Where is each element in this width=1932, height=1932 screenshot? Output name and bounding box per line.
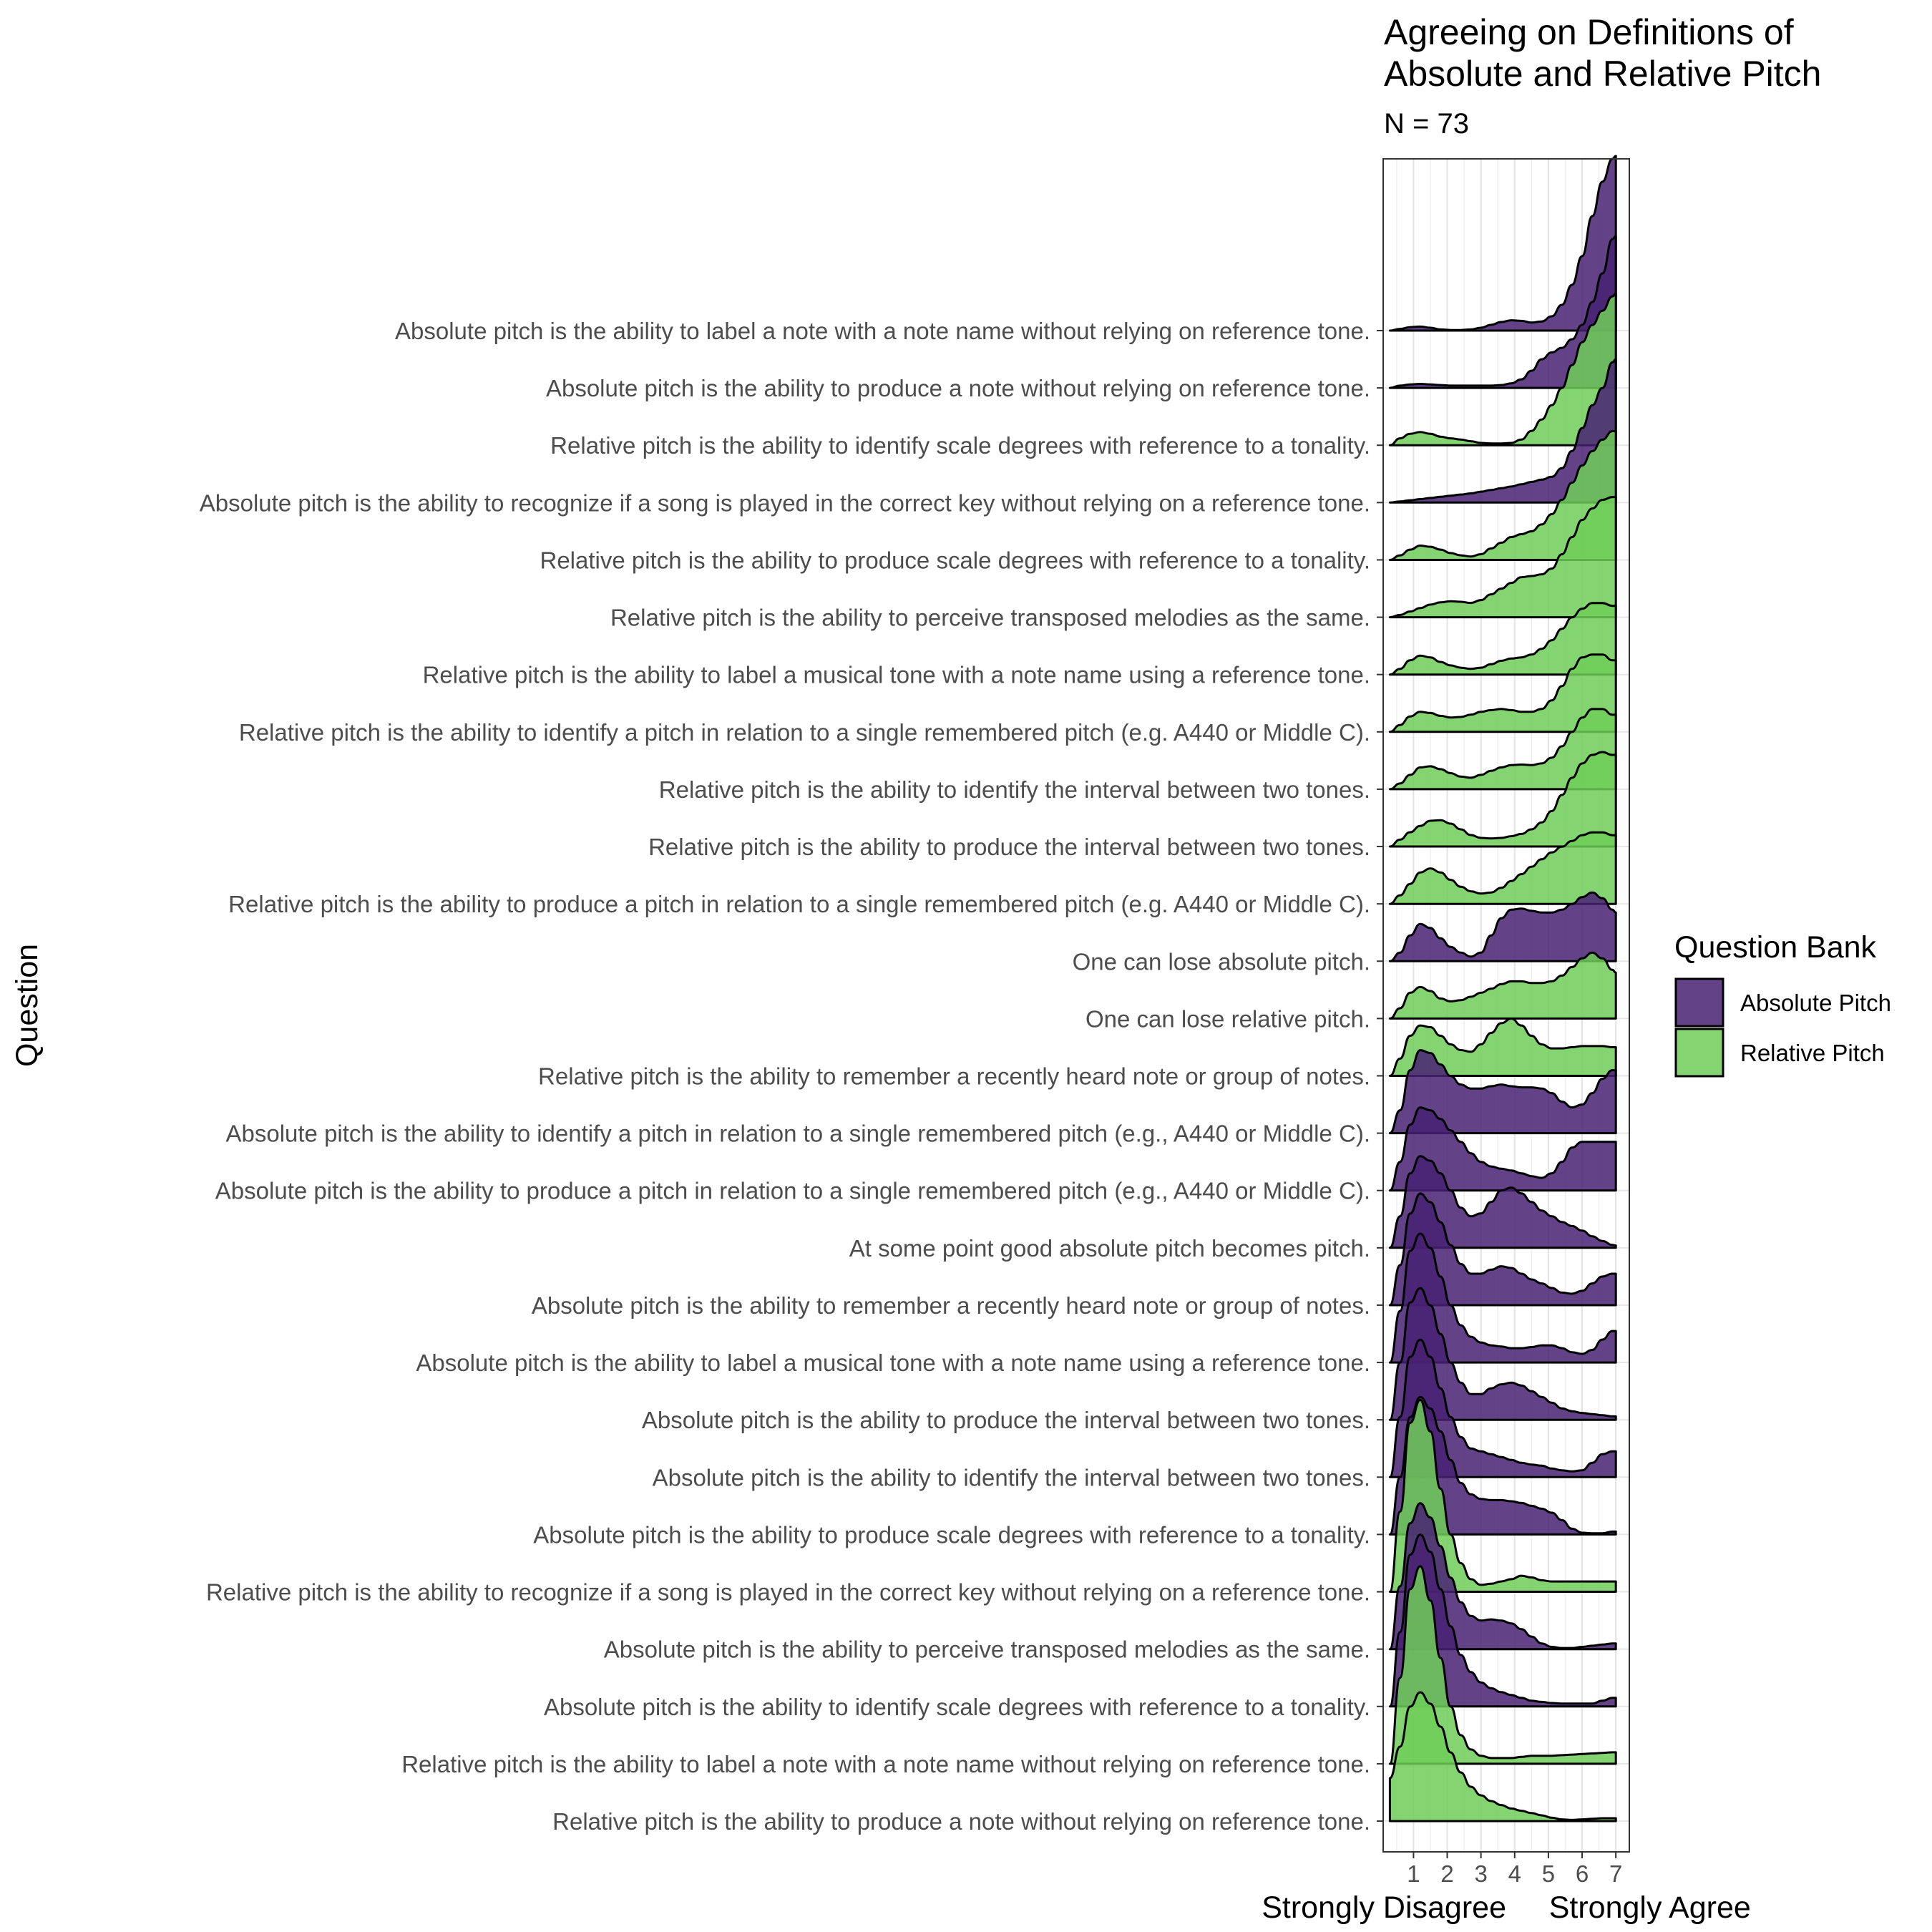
question-label: Absolute pitch is the ability to identif… (225, 1121, 1370, 1147)
question-label: One can lose absolute pitch. (1073, 948, 1370, 975)
question-label: Absolute pitch is the ability to produce… (546, 375, 1370, 401)
density-ridge (1388, 235, 1617, 389)
legend-key-absolute-pitch (1674, 977, 1724, 1028)
question-label: Relative pitch is the ability to label a… (401, 1751, 1370, 1777)
density-ridge (1388, 496, 1617, 619)
density-ridge (1388, 602, 1617, 676)
question-label: Relative pitch is the ability to produce… (228, 891, 1370, 917)
chart-title-line-2: Absolute and Relative Pitch (1384, 54, 1821, 94)
chart-title-line-1: Agreeing on Definitions of (1384, 12, 1794, 52)
x-tick-label: 6 (1576, 1860, 1589, 1887)
x-tick-label: 5 (1542, 1860, 1555, 1887)
density-ridge (1388, 1232, 1617, 1364)
density-ridge (1388, 831, 1617, 905)
question-label: Absolute pitch is the ability to produce… (215, 1178, 1370, 1204)
question-label: Relative pitch is the ability to produce… (552, 1808, 1370, 1835)
legend: Question Bank Absolute Pitch Relative Pi… (1674, 930, 1891, 1078)
legend-label-absolute-pitch: Absolute Pitch (1740, 990, 1891, 1016)
x-tick-label: 4 (1508, 1860, 1521, 1887)
density-ridge (1388, 1691, 1617, 1823)
density-ridge (1388, 1106, 1617, 1192)
question-label: Absolute pitch is the ability to identif… (653, 1464, 1370, 1491)
question-label: Relative pitch is the ability to recogni… (206, 1579, 1370, 1606)
density-ridge (1388, 430, 1617, 561)
question-label: Relative pitch is the ability to produce… (540, 547, 1370, 574)
density-ridge (1388, 1395, 1617, 1536)
x-tick-label: 1 (1407, 1860, 1420, 1887)
density-ridge (1388, 1049, 1617, 1135)
question-label: Relative pitch is the ability to remembe… (538, 1063, 1370, 1090)
x-axis-title: Strongly Disagree Strongly Agree (1262, 1890, 1751, 1925)
density-ridge (1388, 653, 1617, 733)
legend-key-relative-pitch (1674, 1028, 1724, 1078)
density-ridge (1388, 1338, 1617, 1478)
density-ridges (1388, 155, 1617, 1823)
density-ridge (1388, 1155, 1617, 1249)
question-label: Absolute pitch is the ability to produce… (533, 1521, 1370, 1548)
panel-border (1382, 158, 1630, 1853)
density-ridge (1388, 751, 1617, 848)
x-tick-label: 3 (1474, 1860, 1487, 1887)
question-label: Absolute pitch is the ability to perceiv… (604, 1636, 1370, 1663)
question-label: Absolute pitch is the ability to produce… (642, 1407, 1370, 1433)
question-label: Relative pitch is the ability to identif… (550, 432, 1370, 459)
question-label: Relative pitch is the ability to produce… (648, 834, 1370, 860)
question-label: Absolute pitch is the ability to label a… (395, 318, 1370, 344)
question-label: At some point good absolute pitch become… (849, 1235, 1370, 1262)
question-label: Relative pitch is the ability to label a… (423, 662, 1370, 688)
x-tick-label: 7 (1609, 1860, 1622, 1887)
legend-label-relative-pitch: Relative Pitch (1740, 1040, 1885, 1066)
density-ridge (1388, 1192, 1617, 1307)
density-ridge (1388, 1565, 1617, 1765)
density-ridge (1388, 951, 1617, 1020)
chart-subtitle: N = 73 (1384, 108, 1469, 140)
x-tick-label: 2 (1440, 1860, 1453, 1887)
question-label: One can lose relative pitch. (1085, 1005, 1370, 1032)
question-label: Absolute pitch is the ability to label a… (416, 1350, 1370, 1376)
question-label: Relative pitch is the ability to identif… (659, 776, 1370, 803)
legend-title: Question Bank (1674, 930, 1877, 965)
question-label: Relative pitch is the ability to identif… (239, 719, 1370, 746)
question-label: Relative pitch is the ability to perceiv… (610, 605, 1370, 631)
density-ridge (1388, 292, 1617, 447)
question-labels: Absolute pitch is the ability to label a… (200, 318, 1383, 1835)
question-label: Absolute pitch is the ability to remembe… (532, 1292, 1370, 1319)
density-ridge (1388, 1018, 1617, 1077)
question-label: Absolute pitch is the ability to identif… (544, 1694, 1370, 1720)
question-label: Absolute pitch is the ability to recogni… (200, 489, 1370, 516)
density-ridge (1388, 708, 1617, 791)
density-ridge (1388, 1287, 1617, 1421)
y-axis-title: Question (10, 944, 44, 1067)
density-ridge (1388, 1533, 1617, 1708)
density-ridge (1388, 891, 1617, 962)
density-ridge (1388, 1399, 1617, 1593)
